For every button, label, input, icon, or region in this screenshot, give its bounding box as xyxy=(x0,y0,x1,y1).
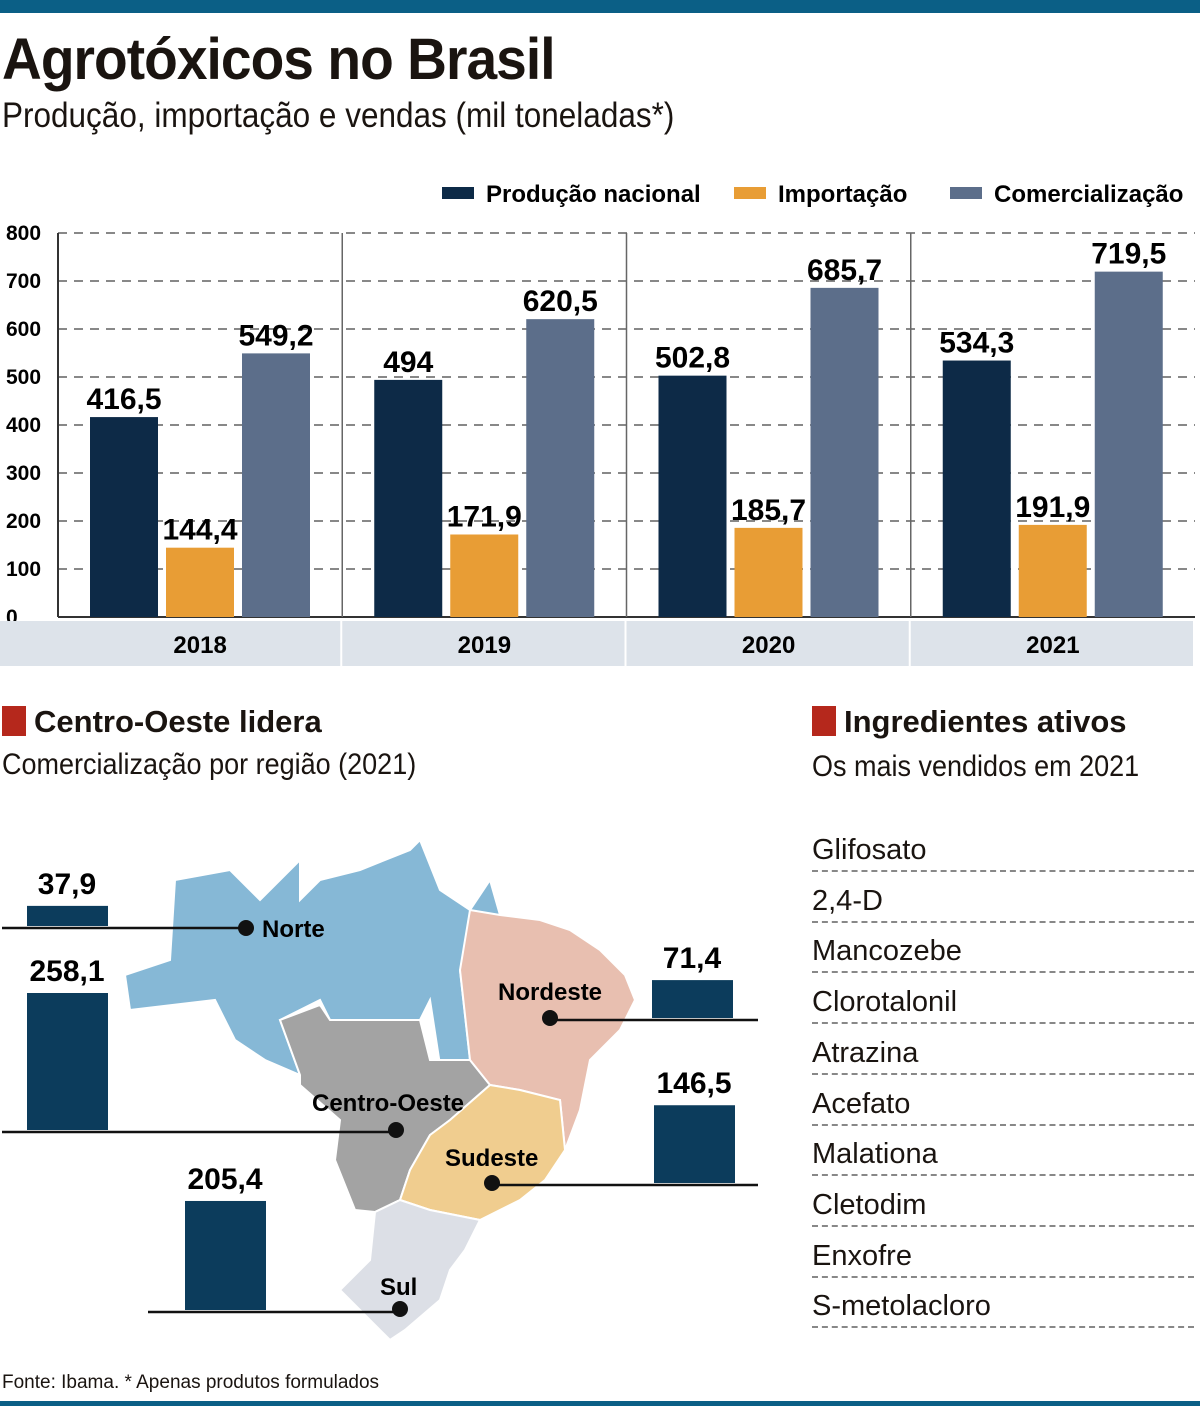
ingredient-item: Clorotalonil xyxy=(812,972,1194,1025)
x-tick-label: 2019 xyxy=(458,632,511,659)
region-dot xyxy=(238,920,254,936)
ingredients-section-title: Ingredientes ativos xyxy=(812,704,1127,740)
ingredient-item: 2,4-D xyxy=(812,871,1194,923)
x-tick-label: 2018 xyxy=(173,632,226,659)
y-tick-label: 100 xyxy=(6,558,41,581)
x-category-band xyxy=(910,621,1193,666)
ingredient-item: S-metolacloro xyxy=(812,1276,1194,1329)
region-name-label: Nordeste xyxy=(498,979,602,1006)
legend-swatch-comercializacao xyxy=(950,187,982,199)
bar-2 xyxy=(1094,271,1163,617)
bar-1 xyxy=(450,534,519,617)
data-label: 416,5 xyxy=(86,383,161,416)
data-label: 685,7 xyxy=(807,254,882,287)
bar-0 xyxy=(658,375,727,617)
region-dot xyxy=(484,1175,500,1191)
y-tick-label: 600 xyxy=(6,318,41,341)
top-bar xyxy=(0,0,1200,13)
source-note: Fonte: Ibama. * Apenas produtos formulad… xyxy=(2,1372,380,1393)
legend-swatch-importacao xyxy=(734,187,766,199)
region-title-text: Centro-Oeste lidera xyxy=(34,704,322,739)
bar-2 xyxy=(242,353,310,617)
bar-chart: Produção nacional Importação Comercializ… xyxy=(0,181,1195,666)
region-value-label: 37,9 xyxy=(38,868,96,901)
accent-square xyxy=(812,706,836,736)
data-label: 494 xyxy=(383,346,433,379)
y-tick-label: 400 xyxy=(6,414,41,437)
x-category-band xyxy=(0,621,341,666)
region-value-label: 205,4 xyxy=(187,1163,262,1196)
legend: Produção nacional Importação Comercializ… xyxy=(442,181,1183,208)
legend-label-comercializacao: Comercialização xyxy=(994,181,1183,208)
data-label: 534,3 xyxy=(939,327,1014,360)
region-sul xyxy=(338,1198,482,1342)
region-nordeste xyxy=(458,908,637,1151)
data-label: 620,5 xyxy=(523,285,598,318)
bottom-bar xyxy=(0,1401,1200,1406)
bar-0 xyxy=(374,379,443,617)
y-tick-label: 700 xyxy=(6,270,41,293)
data-label: 502,8 xyxy=(655,342,730,375)
bar-1 xyxy=(166,547,234,617)
ingredient-item: Atrazina xyxy=(812,1023,1194,1075)
region-name-label: Centro-Oeste xyxy=(312,1090,464,1117)
bar-2 xyxy=(526,319,595,617)
data-label: 719,5 xyxy=(1091,238,1166,271)
data-label: 191,9 xyxy=(1015,491,1090,524)
region-section-title: Centro-Oeste lidera xyxy=(2,704,322,740)
legend-swatch-producao xyxy=(442,187,474,199)
y-tick-label: 200 xyxy=(6,510,41,533)
bar-2 xyxy=(810,287,879,617)
ingredient-item: Cletodim xyxy=(812,1175,1194,1227)
y-tick-label: 500 xyxy=(6,366,41,389)
region-dot xyxy=(388,1122,404,1138)
bar-1 xyxy=(734,527,803,617)
region-bar-norte xyxy=(27,905,108,926)
x-category-band xyxy=(342,621,625,666)
bar-0 xyxy=(90,417,158,617)
region-bar-sudeste xyxy=(654,1105,735,1183)
legend-label-producao: Produção nacional xyxy=(486,181,701,208)
legend-label-importacao: Importação xyxy=(778,181,907,208)
region-dot xyxy=(542,1010,558,1026)
data-label: 185,7 xyxy=(731,494,806,527)
ingredients-section-subtitle: Os mais vendidos em 2021 xyxy=(812,750,1140,783)
page-subtitle: Produção, importação e vendas (mil tonel… xyxy=(2,96,675,135)
y-tick-label: 800 xyxy=(6,222,41,245)
accent-square xyxy=(2,706,26,736)
region-bar-nordeste xyxy=(652,980,733,1018)
region-section-subtitle: Comercialização por região (2021) xyxy=(2,748,417,781)
region-bar-sul xyxy=(185,1200,266,1310)
ingredient-item: Mancozebe xyxy=(812,921,1194,974)
ingredient-item: Enxofre xyxy=(812,1226,1194,1278)
region-value-label: 146,5 xyxy=(656,1067,731,1100)
data-label: 171,9 xyxy=(447,500,522,533)
region-map: 37,9 Norte 258,1 Centro-Oeste 205,4 Sul 71,4 No… xyxy=(2,838,758,1342)
region-value-label: 258,1 xyxy=(29,955,104,988)
region-bar-centro-oeste xyxy=(27,993,108,1130)
bar-1 xyxy=(1018,524,1087,617)
x-category-band xyxy=(626,621,909,666)
ingredient-item: Glifosato xyxy=(812,820,1194,872)
region-name-label: Sul xyxy=(380,1274,417,1301)
y-tick-label: 300 xyxy=(6,462,41,485)
region-name-label: Norte xyxy=(262,916,325,943)
bar-0 xyxy=(942,360,1011,617)
data-label: 144,4 xyxy=(162,514,237,547)
ingredients-title-text: Ingredientes ativos xyxy=(844,704,1127,739)
x-tick-label: 2021 xyxy=(1026,632,1079,659)
ingredient-item: Acefato xyxy=(812,1074,1194,1126)
ingredient-item: Malationa xyxy=(812,1124,1194,1177)
region-dot xyxy=(392,1301,408,1317)
page-title: Agrotóxicos no Brasil xyxy=(2,27,556,92)
x-tick-label: 2020 xyxy=(742,632,795,659)
data-label: 549,2 xyxy=(238,319,313,352)
region-value-label: 71,4 xyxy=(663,942,722,975)
y-tick-label: 0 xyxy=(6,606,18,629)
region-name-label: Sudeste xyxy=(445,1145,538,1172)
